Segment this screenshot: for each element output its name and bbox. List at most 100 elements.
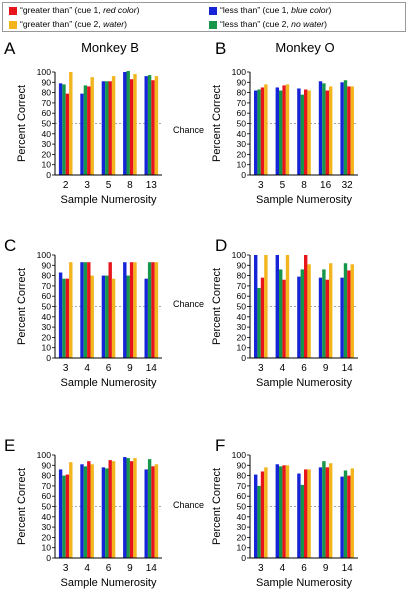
legend-item-less-cue1: “less than” (cue 1, blue color) [220, 5, 331, 15]
panel-b-y-tick-label: 50 [236, 119, 246, 129]
panel-b-x-tick-label: 32 [342, 180, 354, 191]
panel-b-x-axis-label: Sample Numerosity [256, 194, 352, 206]
panel-d-y-tick-label: 0 [241, 353, 246, 363]
panel-c-bar-red-14 [151, 262, 155, 358]
panel-a-bar-blue-3 [80, 93, 84, 175]
panel-e-bar-orange-9 [133, 458, 137, 558]
panel-c-y-tick-label: 0 [46, 353, 51, 363]
panel-e-letter: E [4, 436, 15, 455]
panel-b-bar-orange-3 [264, 84, 268, 175]
panel-a-chance-label: Chance [173, 125, 204, 135]
panel-a-bar-green-8 [126, 70, 130, 175]
legend-item-greater-cue2: “greater than” (cue 2, water) [20, 19, 127, 29]
panel-c-y-tick-label: 30 [41, 322, 51, 332]
panel-c-y-tick-label: 40 [41, 312, 51, 322]
panel-d-bar-blue-14 [340, 277, 344, 358]
panel-c-x-tick-label: 4 [84, 363, 90, 374]
panel-c-y-tick-label: 100 [37, 250, 52, 260]
panel-a-bar-blue-2 [58, 83, 63, 175]
panel-b-bar-green-32 [343, 80, 348, 175]
panel-e-y-tick-label: 40 [41, 512, 51, 522]
panel-d-bar-orange-3 [264, 255, 268, 358]
panel-a-bar-orange-13 [154, 76, 159, 175]
panel-c-letter: C [4, 236, 16, 255]
panel-c-x-tick-label: 9 [127, 363, 133, 374]
panel-e-bar-green-4 [83, 466, 88, 558]
panel-e-y-tick-label: 10 [41, 543, 51, 553]
panel-e-x-tick-label: 9 [127, 563, 133, 574]
panel-f-x-tick-label: 4 [280, 563, 286, 574]
panel-c-bar-orange-9 [133, 262, 137, 358]
panel-c-bar-orange-6 [111, 278, 116, 358]
panel-b-y-tick-label: 70 [236, 98, 246, 108]
panel-f-bar-green-6 [300, 484, 304, 558]
legend-text-pre: “less than” (cue 1, [220, 5, 292, 15]
panel-c-x-tick-label: 3 [63, 363, 69, 374]
panel-b-y-tick-label: 100 [232, 67, 247, 77]
panel-e-y-tick-label: 0 [46, 553, 51, 563]
panel-e-y-tick-label: 50 [41, 502, 51, 512]
panel-a-letter: A [4, 39, 16, 58]
panel-e-bar-orange-4 [90, 464, 94, 558]
panel-a-bar-green-13 [147, 75, 152, 175]
panel-b-x-tick-label: 8 [301, 180, 307, 191]
panel-f-x-tick-label: 6 [301, 563, 307, 574]
panel-b-y-tick-label: 60 [236, 108, 246, 118]
panel-f-bar-blue-4 [275, 464, 279, 558]
panel-d-bar-blue-6 [297, 276, 301, 358]
panel-d-y-tick-label: 10 [236, 343, 246, 353]
panel-c-bar-red-4 [87, 262, 91, 358]
panel-e-bar-green-3 [62, 475, 66, 558]
panel-f-y-tick-label: 100 [232, 450, 247, 460]
panel-a-y-tick-label: 40 [41, 129, 51, 139]
panel-c-bar-green-4 [83, 262, 88, 358]
panel-a-y-tick-label: 70 [41, 98, 51, 108]
panel-e-x-tick-label: 3 [63, 563, 69, 574]
panel-e-y-tick-label: 60 [41, 491, 51, 501]
legend-item-greater-cue1: “greater than” (cue 1, red color) [20, 5, 139, 15]
panel-f-y-tick-label: 20 [236, 532, 246, 542]
panel-d-x-tick-label: 3 [258, 363, 264, 374]
panel-b-x-tick-label: 5 [280, 180, 286, 191]
legend-swatch-red [9, 7, 17, 15]
panel-d-bar-red-4 [282, 279, 286, 358]
panel-e-bar-orange-3 [69, 462, 73, 558]
panel-f-y-tick-label: 40 [236, 512, 246, 522]
panel-b-bar-orange-5 [285, 84, 290, 175]
panel-b-y-tick-label: 20 [236, 149, 246, 159]
panel-e-bar-blue-9 [123, 457, 127, 558]
panel-c-bar-orange-14 [154, 262, 159, 358]
panel-b-bar-blue-3 [254, 90, 258, 175]
panel-e-x-tick-label: 4 [84, 563, 90, 574]
panel-f-bar-orange-14 [350, 468, 354, 558]
panel-a-y-axis-label: Percent Correct [16, 85, 28, 162]
panel-a-y-tick-label: 30 [41, 139, 51, 149]
panel-b-y-axis-label: Percent Correct [211, 85, 223, 162]
panel-c-bar-green-9 [126, 275, 130, 358]
panel-f-bar-blue-14 [340, 476, 344, 558]
panel-d-bar-blue-9 [318, 277, 323, 358]
panel-d-x-axis-label: Sample Numerosity [256, 377, 352, 389]
panel-f-bar-red-3 [260, 471, 265, 558]
panel-f-x-tick-label: 14 [342, 563, 354, 574]
panel-f-letter: F [215, 436, 225, 455]
legend-text-pre: “greater than” (cue 2, [20, 19, 104, 29]
panel-f-bar-orange-9 [329, 463, 333, 558]
panel-d-x-tick-label: 6 [301, 363, 307, 374]
panel-c-y-tick-label: 60 [41, 291, 51, 301]
panel-a-bar-orange-8 [133, 74, 137, 175]
legend-text-post: ) [136, 5, 140, 15]
panel-b-bar-blue-32 [340, 82, 344, 175]
panel-c-bar-blue-9 [123, 262, 127, 358]
panel-e-bar-green-14 [147, 459, 152, 558]
panel-c-y-axis-label: Percent Correct [16, 268, 28, 345]
chart-legend: “greater than” (cue 1, red color) “less … [2, 2, 406, 32]
panel-c-bar-red-6 [108, 262, 112, 358]
panel-f-bar-green-9 [322, 461, 326, 558]
panel-b-x-tick-label: 16 [320, 180, 332, 191]
panel-a-x-tick-label: 8 [127, 180, 133, 191]
panel-f-bar-orange-4 [285, 465, 290, 558]
panel-c-y-tick-label: 20 [41, 332, 51, 342]
legend-text-post: ) [324, 19, 328, 29]
panel-a-bar-green-3 [83, 85, 88, 175]
